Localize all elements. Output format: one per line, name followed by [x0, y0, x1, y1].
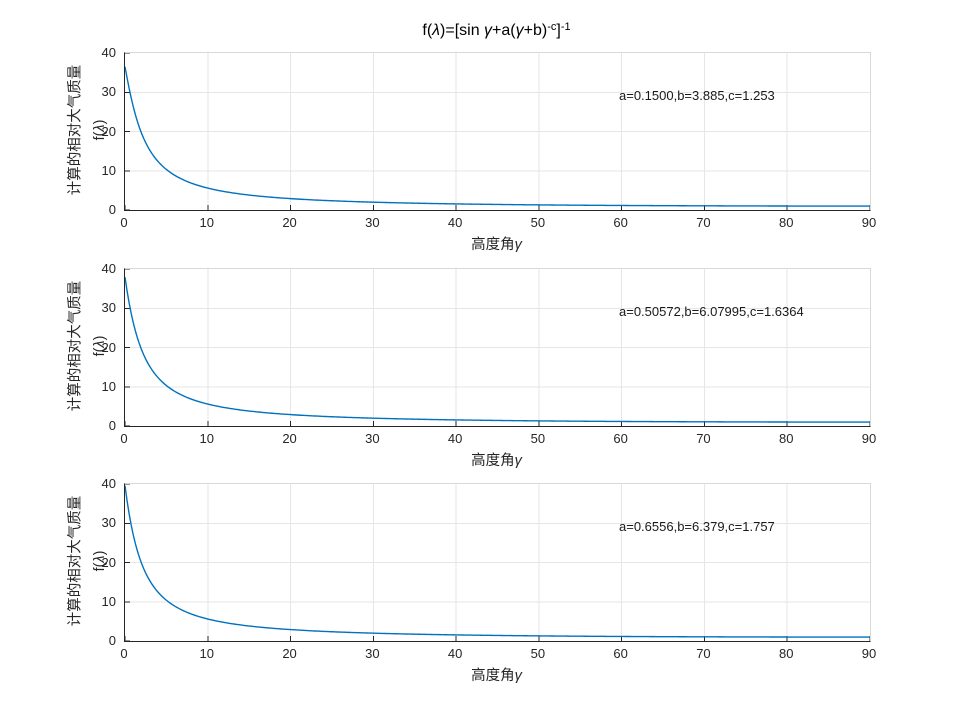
curve-canvas-2 [125, 269, 870, 426]
x-tick-label: 60 [613, 215, 628, 230]
data-curve [125, 277, 870, 423]
subplot-2: 计算的相对大气质量 f(λ) a=0.50572,b=6.07995,c=1.6… [0, 261, 960, 483]
x-tick-label: 0 [120, 215, 128, 230]
x-tick-label: 30 [365, 431, 380, 446]
gamma-symbol: γ [514, 668, 522, 684]
x-tick-label: 90 [861, 431, 877, 446]
x-tick-label: 20 [282, 431, 297, 446]
y-tick-label: 30 [101, 515, 116, 531]
data-curve [125, 66, 870, 207]
x-tick-label: 70 [696, 646, 711, 661]
superscript-minus-1: -1 [560, 21, 571, 34]
y-tick-label: 0 [108, 633, 116, 648]
x-tick-label: 0 [120, 431, 128, 446]
x-tick-label: 70 [696, 431, 711, 446]
superscript-minus-c: -c [547, 21, 557, 34]
curve-canvas-1 [125, 53, 870, 210]
curve-canvas-3 [125, 484, 870, 641]
subplot-1: 计算的相对大气质量 f(λ) a=0.1500,b=3.885,c=1.253 … [0, 45, 960, 267]
x-tick-label: 40 [447, 646, 463, 661]
x-tick-label: 40 [447, 215, 463, 230]
plot-area-2: a=0.50572,b=6.07995,c=1.6364 [124, 268, 871, 427]
y-tick-label: 20 [101, 554, 116, 570]
gamma-symbol: γ [515, 22, 524, 39]
title-segment: f( [422, 22, 433, 39]
gamma-symbol: γ [514, 237, 522, 253]
y-tick-label: 10 [101, 378, 116, 394]
y-tick-label: 40 [101, 45, 116, 60]
y-tick-label: 30 [101, 300, 116, 316]
x-tick-label: 10 [199, 215, 214, 230]
x-tick-label: 90 [861, 215, 877, 230]
x-tick-label: 20 [282, 215, 297, 230]
x-tick-label: 50 [530, 215, 546, 230]
y-tick-label: 20 [101, 339, 116, 355]
x-tick-label: 50 [530, 646, 546, 661]
x-tick-label: 40 [447, 431, 463, 446]
title-segment: ] [556, 22, 561, 39]
y-tick-label: 0 [108, 418, 116, 433]
x-tick-label: 70 [696, 215, 711, 230]
y-tick-label: 10 [101, 162, 116, 178]
x-tick-label: 80 [778, 646, 794, 661]
x-tick-label: 90 [861, 646, 877, 661]
x-tick-label: 10 [199, 646, 214, 661]
parameter-annotation-1: a=0.1500,b=3.885,c=1.253 [619, 88, 775, 103]
plot-area-3: a=0.6556,b=6.379,c=1.757 [124, 483, 871, 642]
x-tick-label: 50 [530, 431, 546, 446]
gamma-symbol: γ [514, 453, 522, 469]
y-tick-label: 10 [101, 593, 116, 609]
gamma-symbol: γ [484, 22, 493, 39]
y-tick-label: 30 [101, 84, 116, 100]
x-tick-label: 0 [120, 646, 128, 661]
x-tick-label: 30 [365, 215, 380, 230]
x-tick-label: 30 [365, 646, 380, 661]
y-tick-label: 20 [101, 123, 116, 139]
x-tick-label: 60 [613, 431, 628, 446]
x-tick-label: 20 [282, 646, 297, 661]
x-tick-label: 60 [613, 646, 628, 661]
figure-title: f(λ)=[sin γ+a(γ+b)-c]-1 [124, 21, 869, 40]
data-curve [125, 485, 870, 638]
x-axis-label: 高度角γ [471, 668, 522, 684]
title-segment: +b) [523, 22, 548, 39]
x-tick-label: 10 [199, 431, 214, 446]
y-tick-label: 40 [101, 476, 116, 491]
title-segment: )=[sin [440, 22, 485, 39]
lambda-symbol: λ [432, 22, 441, 39]
y-tick-label: 0 [108, 202, 116, 217]
y-tick-label: 40 [101, 261, 116, 276]
subplot-3: 计算的相对大气质量 f(λ) a=0.6556,b=6.379,c=1.757 … [0, 476, 960, 698]
title-segment: +a( [492, 22, 516, 39]
x-axis-label: 高度角γ [471, 453, 522, 469]
plot-area-1: a=0.1500,b=3.885,c=1.253 [124, 52, 871, 211]
parameter-annotation-2: a=0.50572,b=6.07995,c=1.6364 [619, 304, 804, 319]
x-tick-label: 80 [778, 215, 794, 230]
x-tick-label: 80 [778, 431, 794, 446]
x-axis-label: 高度角γ [471, 237, 522, 253]
parameter-annotation-3: a=0.6556,b=6.379,c=1.757 [619, 519, 775, 534]
